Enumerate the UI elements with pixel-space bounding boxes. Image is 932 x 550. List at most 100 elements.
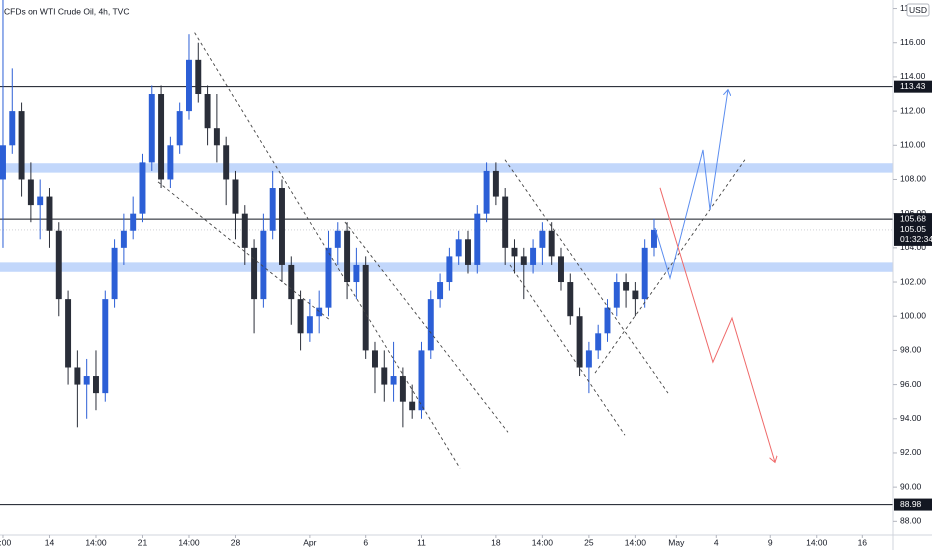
candle-body — [111, 247, 118, 300]
candle-body — [18, 111, 25, 180]
y-tick-label: 102.00 — [900, 276, 926, 286]
trendline — [344, 221, 509, 433]
candle-body — [530, 247, 537, 265]
candle-body — [381, 367, 388, 385]
candle-body — [148, 94, 155, 163]
candle-body — [260, 230, 267, 300]
candle-body — [223, 145, 230, 180]
candle-body — [9, 111, 16, 146]
candle-body — [455, 239, 462, 257]
y-tick-label: 94.00 — [900, 413, 922, 423]
y-tick-label: 116.00 — [900, 37, 926, 47]
x-tick-label: May — [668, 537, 685, 547]
candle-body — [213, 128, 220, 146]
candle-body — [279, 188, 285, 265]
candle-body — [158, 94, 165, 180]
trendline — [509, 264, 626, 436]
candle-body — [641, 247, 648, 300]
candle-body — [362, 264, 369, 351]
candle-body — [167, 145, 174, 180]
price-label-box — [894, 80, 932, 93]
currency: USD — [909, 5, 927, 15]
x-tick-label: 14:00 — [625, 537, 647, 547]
candle-body — [176, 111, 183, 146]
y-tick-label: 100.00 — [900, 310, 926, 320]
y-tick-label: 88.00 — [900, 516, 922, 526]
candle-body — [139, 162, 146, 214]
candle-body — [269, 188, 276, 231]
candle-body — [344, 230, 351, 283]
price-label: 105.68 — [900, 213, 926, 223]
trendline — [594, 159, 746, 374]
candle-body — [0, 145, 6, 180]
candle-body — [46, 196, 53, 231]
candle-body — [334, 230, 341, 248]
candle-body — [483, 170, 490, 214]
zone — [0, 163, 893, 173]
price-label-box — [894, 498, 932, 511]
x-tick-label: 11 — [417, 537, 426, 547]
axes: 88.00 90.00 92.00 94.00 96.00 98.00 100.00 102.… — [0, 3, 932, 547]
x-tick-label: 14:00 — [178, 537, 200, 547]
candle-body — [651, 229, 657, 248]
x-tick-label: 14:00 — [806, 537, 828, 547]
y-tick-label: 92.00 — [900, 447, 922, 457]
chart-title: CFDs on WTI Crude Oil, 4h, TVC — [4, 6, 129, 16]
candle-body — [558, 256, 564, 283]
x-tick-label: 25 — [584, 537, 594, 547]
x-tick-label: 28 — [231, 537, 241, 547]
trendline — [654, 90, 728, 280]
candle-body — [539, 230, 546, 248]
candle-body — [623, 282, 630, 291]
candle-body — [474, 213, 481, 265]
candle-body — [325, 247, 332, 308]
x-tick-label: Apr — [303, 537, 316, 547]
candle-body — [186, 59, 192, 112]
x-tick-label: 6 — [363, 537, 368, 547]
candle-body — [446, 256, 453, 283]
candle-body — [316, 307, 323, 317]
price-label: 105.05 — [900, 224, 926, 234]
x-tick-label: 18 — [491, 537, 501, 547]
price-label-box — [894, 223, 932, 246]
x-tick-label: 14:00 — [532, 537, 554, 547]
x-tick-label: 14 — [45, 537, 55, 547]
candle-body — [372, 350, 378, 368]
candle-body — [427, 299, 434, 351]
price-label: 88.98 — [900, 499, 922, 509]
candle-body — [613, 282, 620, 308]
candle-body — [465, 239, 471, 265]
candle-body — [520, 256, 527, 265]
candle-body — [409, 401, 416, 411]
candle-body — [297, 299, 304, 334]
candle-body — [585, 350, 592, 368]
candle-body — [65, 299, 72, 368]
candle-body — [390, 376, 397, 385]
x-tick-label: 9 — [768, 537, 773, 547]
trendline — [659, 187, 775, 463]
y-tick-label: 90.00 — [900, 481, 922, 491]
y-tick-label: 110.00 — [900, 140, 926, 150]
x-tick-label: 21 — [138, 537, 148, 547]
y-tick-label: 114.00 — [900, 71, 926, 81]
trendline — [157, 181, 331, 321]
candle-body — [511, 247, 518, 257]
candle-body — [595, 333, 602, 351]
currency-box — [906, 3, 930, 17]
candle-body — [567, 282, 574, 317]
candle-body — [93, 376, 99, 394]
candle-body — [74, 367, 81, 385]
candle-body — [102, 299, 109, 394]
candle-body — [27, 179, 34, 206]
trendline — [194, 32, 461, 469]
candle-body — [120, 230, 127, 248]
candle-body — [288, 264, 295, 300]
candle-body — [548, 230, 555, 257]
y-tick-label: 96.00 — [900, 379, 922, 389]
y-tick-label: 98.00 — [900, 345, 922, 355]
candle-body — [306, 316, 313, 334]
y-tick-label: 112.00 — [900, 105, 926, 115]
price-label-box — [894, 213, 932, 226]
